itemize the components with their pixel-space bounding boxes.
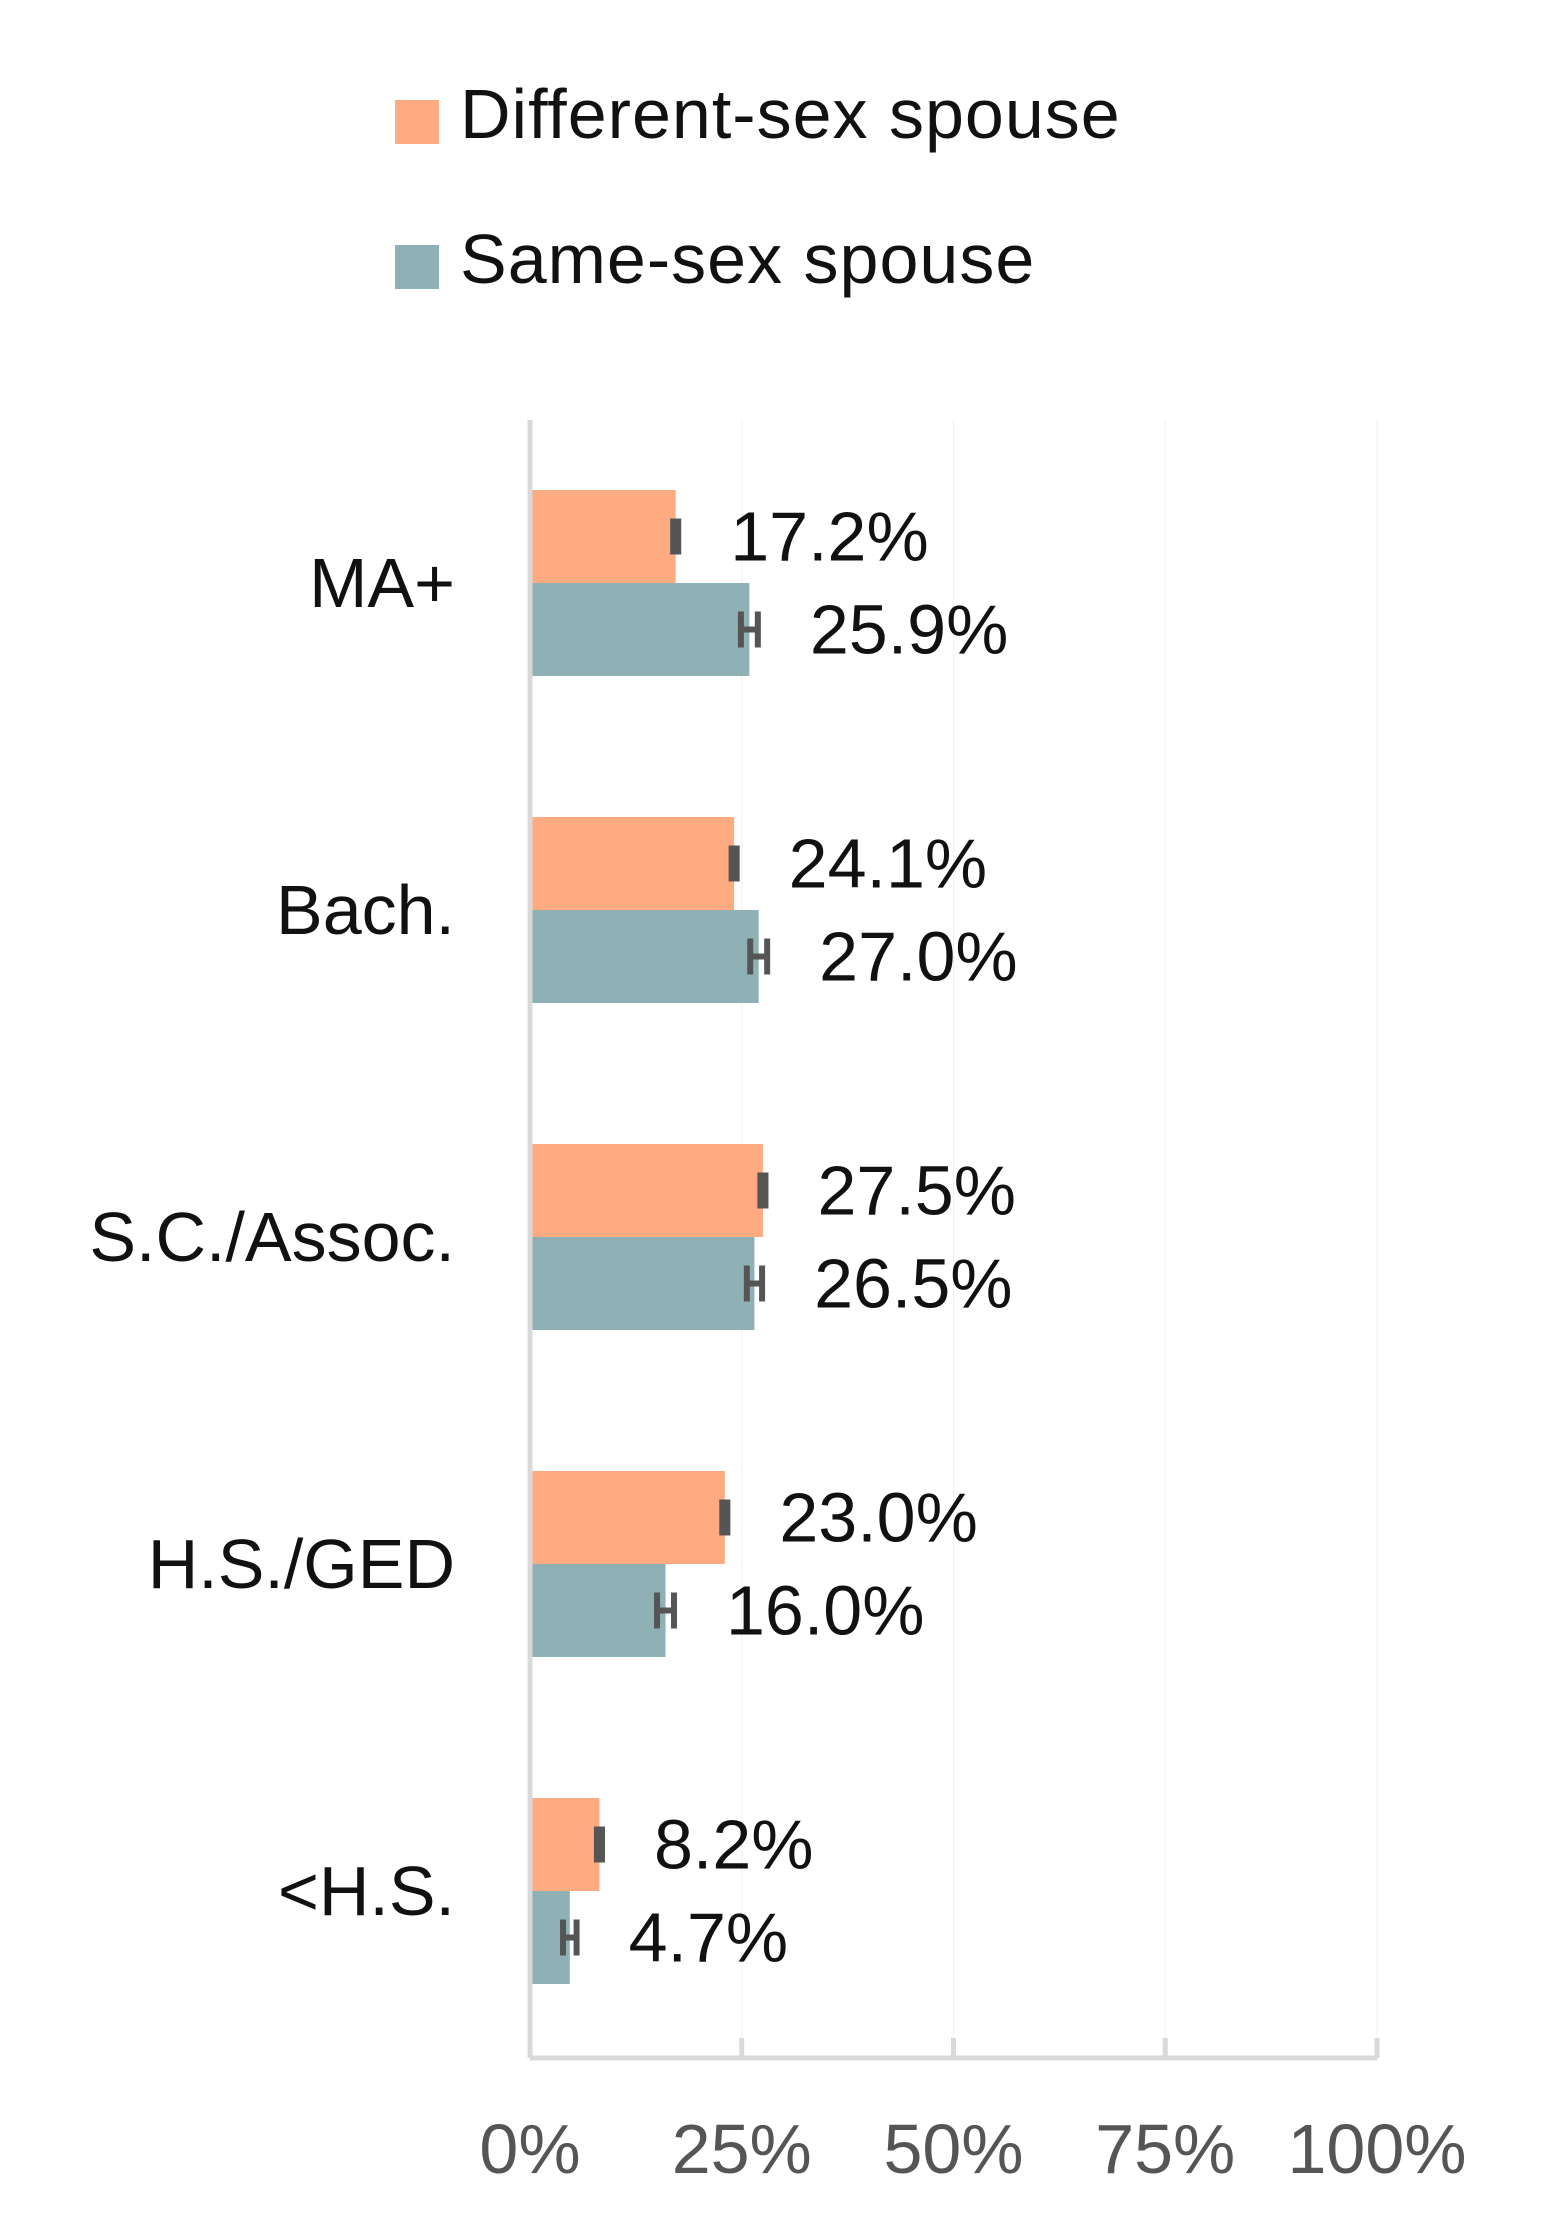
bar-bach-same-sex-spouse: [530, 910, 759, 1003]
value-label-h-s-different-sex-spouse: 8.2%: [654, 1806, 814, 1884]
legend: Different-sex spouse Same-sex spouse: [395, 75, 1121, 298]
value-label-ma-different-sex-spouse: 17.2%: [730, 498, 928, 576]
category-label-bach: Bach.: [276, 871, 455, 949]
category-label-h-s-ged: H.S./GED: [148, 1525, 455, 1603]
bar-h-s-ged-different-sex-spouse: [530, 1471, 725, 1564]
category-label-s-c-assoc: S.C./Assoc.: [89, 1198, 455, 1276]
x-tick-label-75: 75%: [1095, 2110, 1235, 2188]
bar-s-c-assoc-same-sex-spouse: [530, 1237, 755, 1330]
value-label-h-s-ged-same-sex-spouse: 16.0%: [726, 1572, 924, 1650]
value-label-bach-different-sex-spouse: 24.1%: [789, 825, 987, 903]
error-bar-h-s-same-sex-spouse: [560, 1919, 580, 1956]
bars-group: [530, 490, 771, 1984]
axis-group: 0% 25% 50% 75% 100%: [479, 420, 1467, 2188]
legend-label-different-sex-spouse: Different-sex spouse: [460, 75, 1121, 153]
value-label-h-s-ged-different-sex-spouse: 23.0%: [779, 1479, 977, 1557]
error-bar-h-s-different-sex-spouse: [593, 1826, 605, 1863]
bar-ma-different-sex-spouse: [530, 490, 676, 583]
bar-s-c-assoc-different-sex-spouse: [530, 1144, 763, 1237]
error-bar-ma-same-sex-spouse: [737, 611, 761, 648]
x-tick-label-50: 50%: [883, 2110, 1023, 2188]
value-label-s-c-assoc-same-sex-spouse: 26.5%: [814, 1245, 1012, 1323]
x-tick-label-0: 0%: [479, 2110, 580, 2188]
category-label-h-s: <H.S.: [278, 1852, 455, 1930]
legend-swatch-different-sex-spouse: [395, 100, 439, 144]
x-tick-label-100: 100%: [1287, 2110, 1466, 2188]
bar-ma-same-sex-spouse: [530, 583, 750, 676]
value-label-bach-same-sex-spouse: 27.0%: [819, 918, 1017, 996]
error-bar-s-c-assoc-same-sex-spouse: [743, 1265, 766, 1302]
error-bar-bach-different-sex-spouse: [728, 845, 740, 882]
labels-group: 17.2% 25.9% MA+ 24.1% 27.0% Bach. 27.5% 26.5% S.…: [89, 498, 1017, 1977]
bar-bach-different-sex-spouse: [530, 817, 735, 910]
value-label-s-c-assoc-different-sex-spouse: 27.5%: [817, 1152, 1015, 1230]
error-bar-bach-same-sex-spouse: [747, 938, 771, 975]
legend-label-same-sex-spouse: Same-sex spouse: [460, 220, 1035, 298]
bar-h-s-ged-same-sex-spouse: [530, 1564, 666, 1657]
value-label-h-s-same-sex-spouse: 4.7%: [629, 1899, 789, 1977]
category-label-ma: MA+: [309, 544, 455, 622]
value-label-ma-same-sex-spouse: 25.9%: [810, 591, 1008, 669]
x-tick-label-25: 25%: [672, 2110, 812, 2188]
error-bar-h-s-ged-same-sex-spouse: [654, 1592, 677, 1629]
error-bar-s-c-assoc-different-sex-spouse: [757, 1172, 769, 1209]
legend-swatch-same-sex-spouse: [395, 245, 439, 289]
bar-h-s-different-sex-spouse: [530, 1798, 600, 1891]
error-bar-h-s-ged-different-sex-spouse: [719, 1499, 731, 1536]
error-bar-ma-different-sex-spouse: [670, 518, 682, 555]
